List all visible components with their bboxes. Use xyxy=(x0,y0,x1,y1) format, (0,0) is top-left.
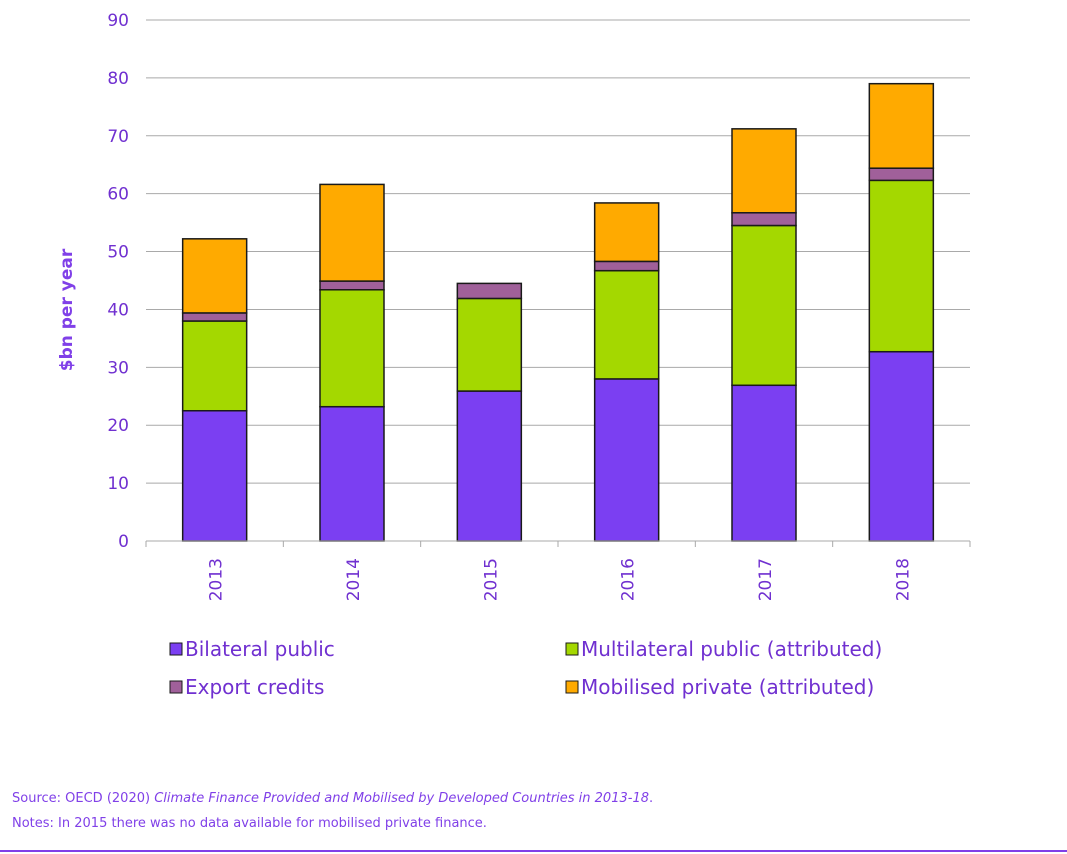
legend-swatch xyxy=(565,642,579,656)
bar-segment xyxy=(181,320,248,412)
y-tick-label: 30 xyxy=(107,358,129,378)
legend-swatch xyxy=(169,642,183,656)
bar-segment xyxy=(319,280,385,291)
source-note: Source: OECD (2020) Climate Finance Prov… xyxy=(12,791,653,806)
x-tick-label: 2018 xyxy=(893,558,913,601)
y-tick-label: 50 xyxy=(107,243,129,263)
bar-segment xyxy=(868,167,935,182)
bar-segment xyxy=(593,260,660,272)
bar-segment xyxy=(731,128,797,214)
bar-segment xyxy=(593,378,660,542)
y-tick-label: 80 xyxy=(107,69,129,89)
bar-segment xyxy=(456,282,523,300)
bar-segment xyxy=(181,238,248,314)
legend-label: Export credits xyxy=(185,675,324,699)
y-tick-label: 60 xyxy=(107,185,129,205)
bar-segment xyxy=(181,312,248,322)
bar-segment xyxy=(319,405,385,542)
legend-label: Bilateral public xyxy=(185,637,335,661)
x-tick-labels: 2013 2014 2015 2016 2017 2018 xyxy=(207,558,914,601)
y-tick-label: 0 xyxy=(118,532,129,552)
bar-segment xyxy=(731,224,797,387)
legend: Bilateral public Multilateral public (att… xyxy=(169,637,882,699)
axes xyxy=(145,540,971,547)
bar-segment xyxy=(868,82,935,169)
legend-swatch xyxy=(565,680,579,694)
bar-segment xyxy=(319,289,385,408)
y-tick-label: 40 xyxy=(107,300,129,320)
legend-label: Multilateral public (attributed) xyxy=(581,637,882,661)
y-tick-label: 10 xyxy=(107,474,129,494)
x-tick-label: 2017 xyxy=(756,558,776,601)
bar-segment xyxy=(181,410,248,542)
y-tick-label: 90 xyxy=(107,11,129,31)
bars xyxy=(181,82,935,542)
bar-segment xyxy=(731,212,797,227)
bar-segment xyxy=(731,384,797,542)
source-suffix: . xyxy=(648,791,654,806)
legend-swatch xyxy=(169,680,183,694)
x-tick-label: 2014 xyxy=(344,558,364,601)
bar-segment xyxy=(868,179,935,353)
notes-text: Notes: In 2015 there was no data availab… xyxy=(12,816,487,831)
y-tick-label: 20 xyxy=(107,416,129,436)
bottom-divider xyxy=(0,850,1067,852)
source-prefix: Source: OECD (2020) xyxy=(12,791,155,806)
source-title: Climate Finance Provided and Mobilised b… xyxy=(154,791,649,806)
gridlines xyxy=(146,19,970,484)
bar-segment xyxy=(868,350,935,542)
bar-segment xyxy=(593,269,660,380)
x-tick-label: 2016 xyxy=(619,558,639,601)
x-tick-label: 2013 xyxy=(207,558,227,601)
bar-segment xyxy=(456,297,523,392)
x-tick-label: 2015 xyxy=(481,558,501,601)
stacked-bar-chart: 0 10 20 30 40 50 60 70 80 90 2013 2014 2015 2016 2017… xyxy=(57,11,971,699)
bar-segment xyxy=(593,202,660,263)
bar-segment xyxy=(319,183,385,282)
y-tick-label: 70 xyxy=(107,127,129,147)
bar-segment xyxy=(456,390,523,542)
y-tick-labels: 0 10 20 30 40 50 60 70 80 90 xyxy=(107,11,129,552)
y-axis-label: $bn per year xyxy=(57,248,77,371)
legend-label: Mobilised private (attributed) xyxy=(581,675,874,699)
